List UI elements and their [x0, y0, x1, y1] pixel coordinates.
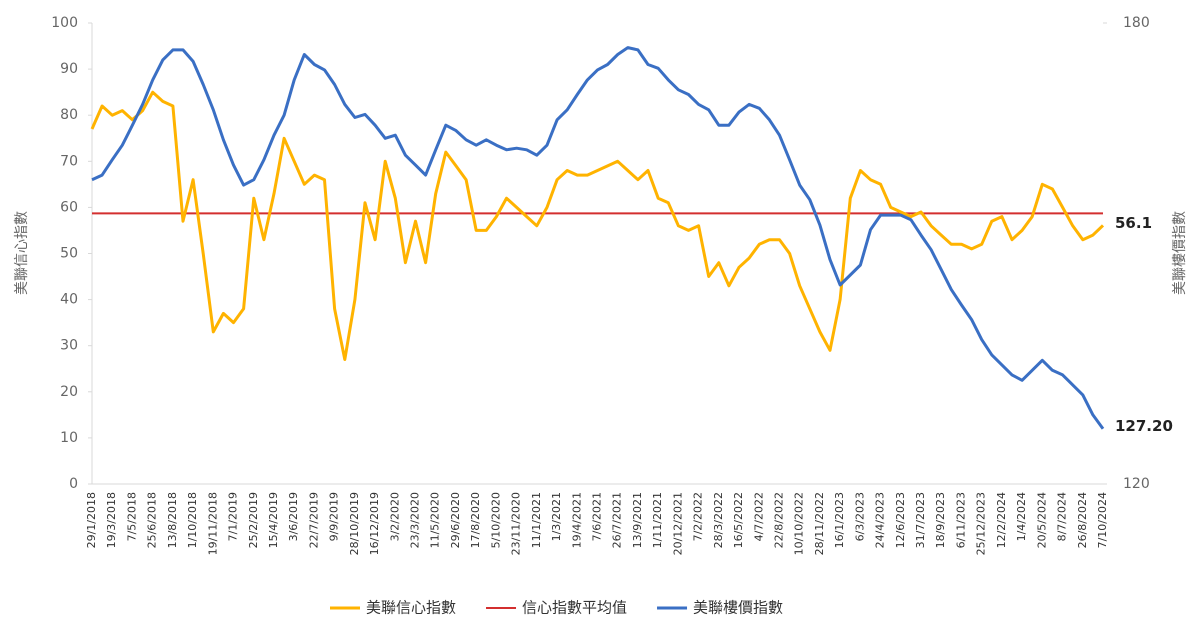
x-tick-label: 20/12/2021 — [671, 492, 684, 555]
x-tick-label: 26/8/2024 — [1076, 492, 1089, 548]
x-tick-label: 11/1/2021 — [530, 492, 543, 548]
y-tick-label: 50 — [60, 246, 78, 262]
x-tick-label: 22/8/2022 — [772, 492, 785, 548]
x-tick-label: 7/10/2024 — [1096, 492, 1109, 548]
x-tick-label: 9/9/2019 — [328, 492, 341, 541]
x-tick-label: 12/2/2024 — [995, 492, 1008, 548]
y2-axis-title: 美聯樓價指數 — [1171, 211, 1188, 295]
x-tick-label: 16/12/2019 — [368, 492, 381, 555]
x-tick-label: 31/7/2023 — [914, 492, 927, 548]
y-axis-title: 美聯信心指數 — [14, 211, 30, 295]
legend-label: 美聯信心指數 — [366, 599, 456, 617]
x-tick-label: 25/6/2018 — [146, 492, 159, 548]
x-tick-label: 6/3/2023 — [853, 492, 866, 541]
x-tick-label: 7/6/2021 — [591, 492, 604, 541]
y-tick-label: 80 — [60, 107, 78, 123]
x-tick-label: 13/8/2018 — [166, 492, 179, 548]
x-tick-label: 29/1/2018 — [85, 492, 98, 548]
x-tick-label: 19/3/2018 — [105, 492, 118, 548]
y-tick-label: 100 — [51, 15, 78, 31]
y2-tick-label: 180 — [1123, 15, 1150, 31]
y-tick-label: 70 — [60, 153, 78, 169]
x-tick-label: 3/2/2020 — [388, 492, 401, 541]
x-tick-label: 28/11/2022 — [813, 492, 826, 555]
x-tick-label: 23/3/2020 — [409, 492, 422, 548]
x-tick-label: 10/10/2022 — [793, 492, 806, 555]
x-tick-label: 16/1/2023 — [833, 492, 846, 548]
data-label: 127.20 — [1115, 417, 1173, 435]
x-tick-label: 25/2/2019 — [247, 492, 260, 548]
x-tick-label: 15/4/2019 — [267, 492, 280, 548]
x-tick-label: 1/3/2021 — [550, 492, 563, 541]
y2-tick-label: 120 — [1123, 476, 1150, 492]
x-tick-label: 1/4/2024 — [1015, 492, 1028, 541]
series-line — [91, 46, 1105, 430]
x-tick-label: 6/11/2023 — [954, 492, 967, 548]
x-tick-label: 25/12/2023 — [975, 492, 988, 555]
y-tick-label: 20 — [60, 384, 78, 400]
legend-label: 信心指數平均值 — [522, 599, 627, 617]
x-tick-label: 19/11/2018 — [206, 492, 219, 555]
x-tick-label: 17/8/2020 — [469, 492, 482, 548]
x-tick-label: 7/5/2018 — [125, 492, 138, 541]
x-tick-label: 29/6/2020 — [449, 492, 462, 548]
x-tick-label: 3/6/2019 — [287, 492, 300, 541]
x-tick-label: 11/5/2020 — [429, 492, 442, 548]
y-tick-label: 30 — [60, 338, 78, 354]
x-tick-label: 18/9/2023 — [934, 492, 947, 548]
x-tick-label: 5/10/2020 — [489, 492, 502, 548]
x-tick-label: 12/6/2023 — [894, 492, 907, 548]
x-tick-label: 8/7/2024 — [1056, 492, 1069, 541]
x-tick-label: 1/11/2021 — [651, 492, 664, 548]
y-tick-label: 60 — [60, 199, 78, 215]
x-tick-label: 13/9/2021 — [631, 492, 644, 548]
x-tick-label: 7/1/2019 — [227, 492, 240, 541]
x-tick-label: 28/3/2022 — [712, 492, 725, 548]
x-tick-label: 19/4/2021 — [570, 492, 583, 548]
x-tick-label: 4/7/2022 — [752, 492, 765, 541]
y-tick-label: 40 — [60, 292, 78, 308]
x-tick-label: 23/11/2020 — [510, 492, 523, 555]
x-tick-label: 26/7/2021 — [611, 492, 624, 548]
x-tick-label: 22/7/2019 — [307, 492, 320, 548]
y-tick-label: 0 — [69, 476, 78, 492]
x-tick-label: 1/10/2018 — [186, 492, 199, 548]
y-tick-label: 90 — [60, 61, 78, 77]
legend-label: 美聯樓價指數 — [693, 599, 783, 617]
x-tick-label: 16/5/2022 — [732, 492, 745, 548]
series-line — [90, 90, 1105, 361]
x-tick-label: 20/5/2024 — [1035, 492, 1048, 548]
x-tick-label: 24/4/2023 — [874, 492, 887, 548]
x-tick-label: 28/10/2019 — [348, 492, 361, 555]
y-tick-label: 10 — [60, 430, 78, 446]
data-label: 56.1 — [1115, 214, 1152, 232]
x-tick-label: 7/2/2022 — [692, 492, 705, 541]
